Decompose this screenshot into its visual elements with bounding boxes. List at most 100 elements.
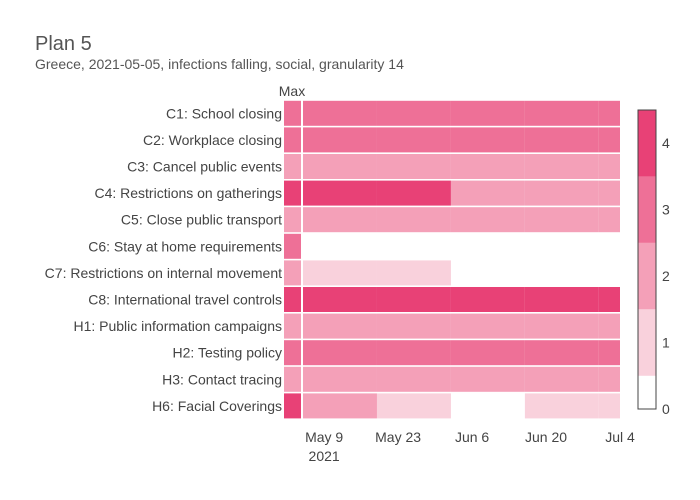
heat-cell (524, 393, 599, 419)
heat-cell (524, 366, 599, 392)
heat-cell (376, 207, 451, 233)
colorbar-band (638, 176, 656, 243)
heat-cell (303, 366, 377, 392)
heat-cell (598, 313, 620, 339)
colorbar-tick-label: 0 (662, 401, 670, 417)
heat-cell (598, 207, 620, 233)
colorbar-band (638, 110, 656, 177)
heat-cell (524, 100, 599, 126)
heat-cell (524, 287, 599, 312)
row-label: C8: International travel controls (88, 292, 282, 308)
heat-cell (524, 313, 599, 339)
heat-cell (376, 340, 451, 366)
max-cell (284, 127, 301, 153)
heat-cell (376, 260, 451, 286)
heat-cell (376, 393, 451, 419)
heat-cell (598, 366, 620, 392)
colorbar-band (638, 242, 656, 310)
colorbar: 0 1 2 3 4 (637, 109, 670, 417)
colorbar-tick-label: 4 (662, 135, 670, 151)
heat-cell (303, 207, 377, 233)
row-label: C6: Stay at home requirements (88, 238, 282, 254)
x-tick-label: Jun 20 (525, 429, 567, 445)
colorbar-tick-label: 2 (662, 268, 670, 284)
row-label: H2: Testing policy (173, 345, 282, 361)
heat-cell (598, 127, 620, 153)
heat-cell (598, 340, 620, 366)
heat-cell (303, 313, 377, 339)
max-cell (284, 207, 301, 233)
colorbar-tick-label: 3 (662, 202, 670, 218)
heat-cell (450, 366, 525, 392)
heat-cell (450, 207, 525, 233)
row-label: H3: Contact tracing (162, 371, 282, 387)
heat-cell (450, 287, 525, 312)
max-cell (284, 393, 301, 419)
heat-cell (450, 340, 525, 366)
max-cell (284, 100, 301, 126)
colorbar-tick-label: 1 (662, 335, 670, 351)
chart-title: Plan 5 (35, 33, 92, 55)
heat-cell (376, 127, 451, 153)
max-cell (284, 287, 301, 312)
colorbar-band (638, 309, 656, 376)
heat-cell (598, 180, 620, 206)
heat-cell (450, 127, 525, 153)
heat-cell (524, 340, 599, 366)
heat-cell (524, 180, 599, 206)
heat-cell (450, 180, 525, 206)
heat-cell (376, 180, 451, 206)
x-tick-label: May 23 (375, 429, 421, 445)
heat-cell (598, 393, 620, 419)
row-label: C7: Restrictions on internal movement (45, 265, 282, 281)
max-cell (284, 233, 301, 259)
row-label: C5: Close public transport (121, 212, 282, 228)
chart-subtitle: Greece, 2021-05-05, infections falling, … (35, 56, 404, 72)
colorbar-band (638, 375, 656, 409)
row-label: C2: Workplace closing (143, 132, 282, 148)
row-label: H1: Public information campaigns (73, 318, 282, 334)
x-tick-sublabel: 2021 (309, 448, 340, 464)
x-axis: May 9 2021 May 23 Jun 6 Jun 20 Jul 4 (305, 429, 635, 464)
row-label: C3: Cancel public events (127, 159, 282, 175)
colorbar-outline (637, 109, 657, 410)
heat-cell (376, 154, 451, 179)
heat-cell (303, 154, 377, 179)
heat-cell (376, 313, 451, 339)
heat-cell (303, 127, 377, 153)
row-label: H6: Facial Coverings (152, 398, 282, 414)
heat-cell (598, 154, 620, 179)
row-label: C1: School closing (166, 105, 282, 121)
heat-cell (598, 287, 620, 312)
max-cell (284, 154, 301, 179)
row-label: C4: Restrictions on gatherings (94, 185, 282, 201)
max-cell (284, 180, 301, 206)
max-cell (284, 313, 301, 339)
heat-cell (598, 100, 620, 126)
heat-cell (524, 207, 599, 233)
heat-cell (303, 393, 377, 419)
row-labels: C1: School closing C2: Workplace closing C… (45, 105, 282, 414)
max-column-label: Max (279, 83, 305, 99)
heat-cell (303, 180, 377, 206)
heat-cell (524, 127, 599, 153)
heatmap-cells (303, 100, 620, 419)
x-tick-label: Jun 6 (455, 429, 489, 445)
heat-cell (303, 100, 377, 126)
x-tick-label: May 9 (305, 429, 343, 445)
heat-cell (450, 313, 525, 339)
heat-cell (303, 260, 377, 286)
heat-cell (303, 287, 377, 312)
heat-cell (450, 100, 525, 126)
heat-cell (376, 366, 451, 392)
max-cell (284, 260, 301, 286)
heat-cell (303, 340, 377, 366)
heat-cell (524, 154, 599, 179)
heat-cell (376, 287, 451, 312)
heat-cell (376, 100, 451, 126)
x-tick-label: Jul 4 (605, 429, 635, 445)
heat-cell (450, 154, 525, 179)
max-cell (284, 340, 301, 366)
